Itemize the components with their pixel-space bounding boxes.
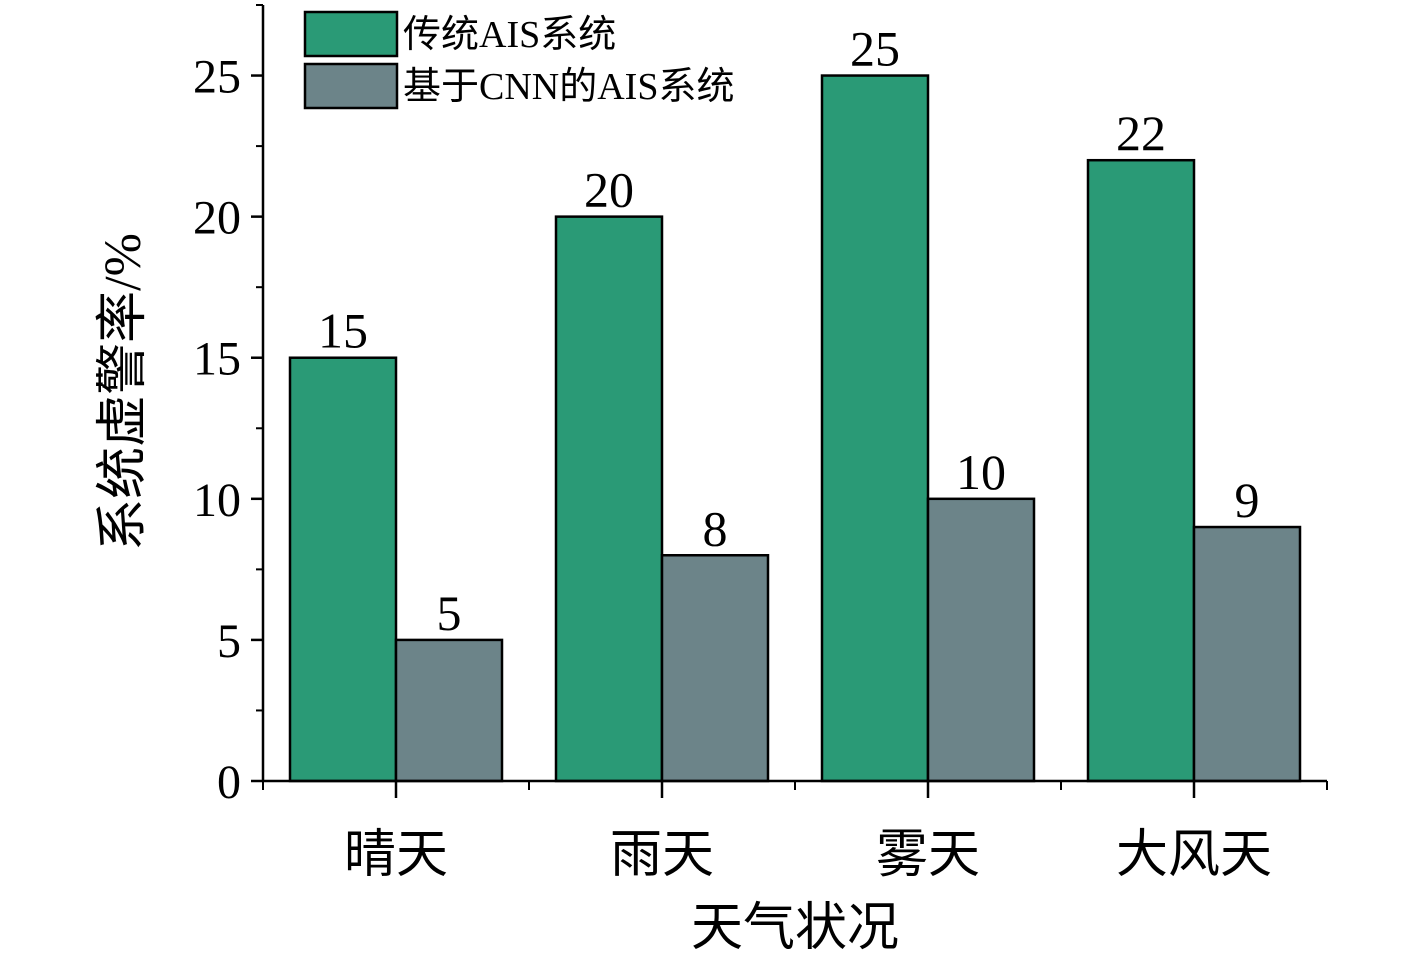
axes-layer [251,4,1328,798]
y-tick-label: 20 [193,192,241,245]
bar-traditional-4 [1086,158,1196,783]
y-tick-label: 15 [193,333,241,386]
data-label: 22 [1116,105,1166,161]
bar-cnn-1 [394,638,504,783]
legend-swatch-traditional [303,10,399,58]
bar-cnn-4 [1192,525,1302,783]
bar-traditional-1 [288,356,398,783]
y-tick-label: 0 [217,756,241,809]
x-tick-label: 雨天 [610,827,714,884]
data-label: 5 [437,585,462,641]
y-tick-label: 10 [193,474,241,527]
bars-layer [288,74,1302,783]
legend-swatch-cnn [303,62,399,110]
bar-cnn-3 [926,497,1036,783]
data-label: 10 [956,444,1006,500]
bar-traditional-2 [554,215,664,783]
x-tick-label: 晴天 [344,827,448,884]
x-tick-label: 大风天 [1116,827,1272,884]
data-label: 15 [318,303,368,359]
y-tick-label: 25 [193,51,241,104]
y-axis-title: 系统虚警率/% [95,233,152,551]
bar-traditional-3 [820,74,930,783]
labels-layer: 15 5 晴天 20 8 雨天 25 10 雾天 22 9 大风天 0 5 10 15 20 25 [193,21,1272,884]
data-label: 25 [850,21,900,77]
data-label: 20 [584,162,634,218]
data-label: 9 [1235,472,1260,528]
legend-label-cnn: 基于CNN的AIS系统 [403,66,734,108]
legend-label-traditional: 传统AIS系统 [403,14,616,56]
x-axis-title: 天气状况 [691,900,899,957]
x-tick-label: 雾天 [876,827,980,884]
data-label: 8 [703,500,728,556]
bar-cnn-2 [660,554,770,783]
y-tick-label: 5 [217,615,241,668]
